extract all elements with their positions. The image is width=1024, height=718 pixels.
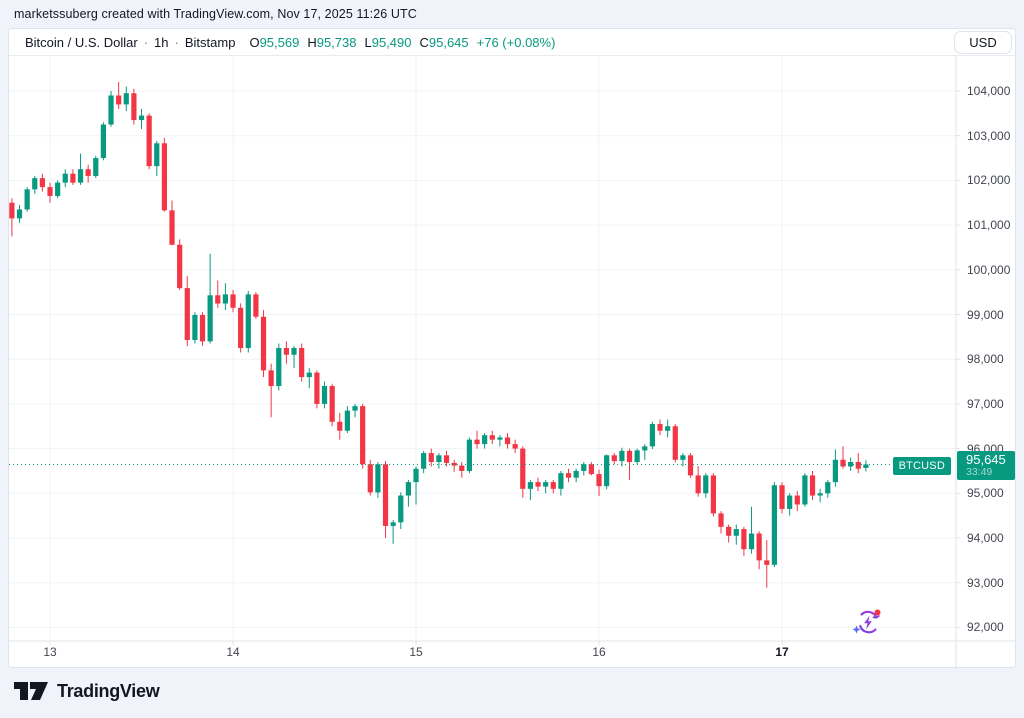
symbol-price-flag: BTCUSD bbox=[892, 457, 951, 475]
currency-button[interactable]: USD bbox=[954, 31, 1012, 54]
price-tick-label: 92,000 bbox=[967, 620, 1004, 635]
price-axis[interactable]: 104,000 103,000 102,000 101,000 100,000 99,00… bbox=[956, 56, 1015, 639]
time-tick-label: 14 bbox=[226, 645, 240, 659]
change-value: +76 (+0.08%) bbox=[476, 34, 556, 50]
symbol-legend[interactable]: Bitcoin / U.S. Dollar · 1h · Bitstamp O9… bbox=[25, 35, 555, 50]
price-tick-label: 102,000 bbox=[967, 173, 1011, 188]
attribution-text: marketssuberg created with TradingView.c… bbox=[14, 7, 417, 21]
page-footer: TradingView bbox=[14, 676, 160, 706]
interval-label: 1h bbox=[154, 34, 169, 50]
price-tick-label: 100,000 bbox=[967, 262, 1011, 277]
open-value: 95,569 bbox=[259, 34, 300, 50]
high-value: 95,738 bbox=[316, 34, 357, 50]
bar-countdown: 33:49 bbox=[966, 466, 993, 478]
price-tick-label: 93,000 bbox=[967, 575, 1004, 590]
price-tick-label: 103,000 bbox=[967, 128, 1011, 143]
price-tick-label: 101,000 bbox=[967, 218, 1011, 233]
ohlc-readout: O95,569 H95,738 L95,490 C95,645 +76 (+0.… bbox=[249, 35, 555, 50]
time-tick-label: 16 bbox=[592, 645, 606, 659]
separator-dot: · bbox=[174, 34, 179, 50]
symbol-title: Bitcoin / U.S. Dollar bbox=[25, 34, 138, 50]
chart-header: Bitcoin / U.S. Dollar · 1h · Bitstamp O9… bbox=[9, 29, 1015, 56]
price-tick-label: 104,000 bbox=[967, 84, 1011, 98]
time-tick-label: 15 bbox=[409, 645, 423, 659]
refresh-spark-icon[interactable] bbox=[852, 605, 884, 639]
separator-dot: · bbox=[143, 34, 149, 50]
tradingview-logo[interactable]: TradingView bbox=[14, 680, 160, 702]
price-tick-label: 97,000 bbox=[967, 396, 1004, 411]
price-tick-label: 99,000 bbox=[967, 307, 1004, 322]
time-tick-label: 17 bbox=[775, 645, 789, 659]
time-tick-label: 13 bbox=[43, 645, 57, 659]
chart-panel: Bitcoin / U.S. Dollar · 1h · Bitstamp O9… bbox=[8, 28, 1016, 669]
close-value: 95,645 bbox=[428, 34, 469, 50]
price-tick-label: 94,000 bbox=[967, 531, 1004, 545]
tradingview-wordmark: TradingView bbox=[57, 680, 160, 701]
current-price-value: 95,645 bbox=[966, 452, 1006, 467]
current-price-label: 95,645 33:49 bbox=[957, 451, 1015, 480]
open-label: O bbox=[249, 34, 260, 50]
close-label: C bbox=[419, 34, 429, 50]
price-tick-label: 98,000 bbox=[967, 352, 1004, 367]
exchange-label: Bitstamp bbox=[184, 34, 236, 50]
low-value: 95,490 bbox=[371, 34, 412, 50]
candlestick-chart[interactable] bbox=[9, 29, 1015, 669]
tradingview-mark-icon bbox=[14, 682, 48, 700]
high-label: H bbox=[307, 34, 317, 50]
low-label: L bbox=[364, 34, 372, 50]
time-axis[interactable]: 13 14 15 16 17 bbox=[9, 639, 956, 667]
price-tick-label: 95,000 bbox=[967, 486, 1004, 501]
